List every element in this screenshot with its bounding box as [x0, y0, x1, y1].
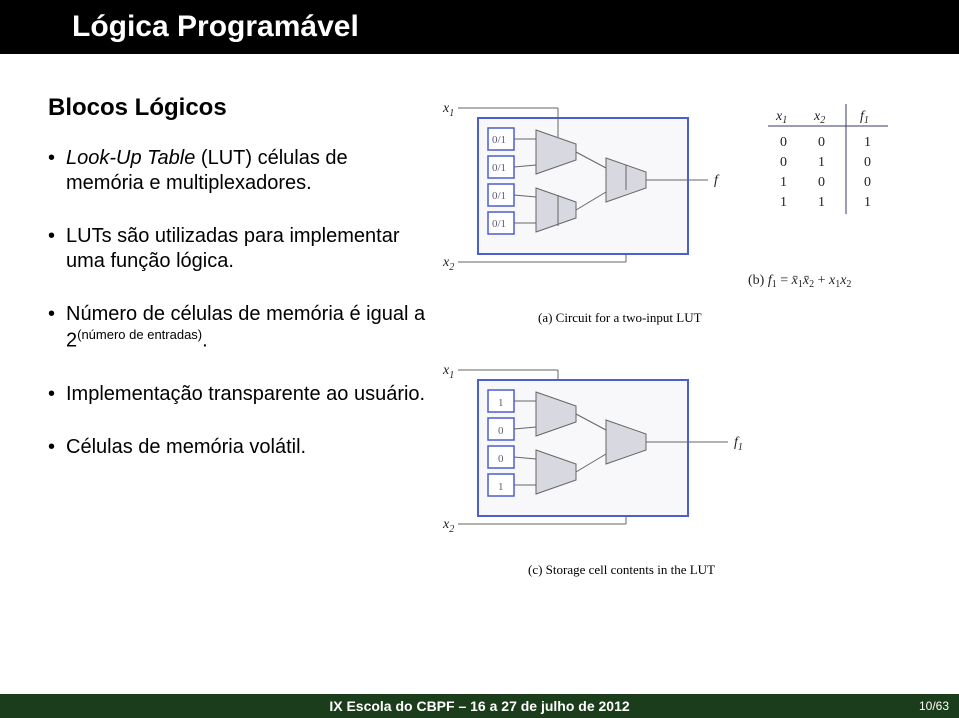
svg-text:x1: x1: [775, 109, 787, 126]
svg-text:0/1: 0/1: [492, 190, 506, 202]
header-bar: Lógica Programável: [0, 0, 959, 54]
figure-c-wrap: x1 x2 1 0 0 1: [438, 356, 959, 578]
caption-c: (c) Storage cell contents in the LUT: [528, 562, 959, 578]
bullet-1-italic: Look-Up Table: [66, 147, 195, 169]
svg-text:f1: f1: [860, 109, 869, 126]
fig-c-x2: x2: [442, 517, 454, 535]
svg-text:0: 0: [780, 155, 787, 170]
figure-c-svg: x1 x2 1 0 0 1: [438, 356, 948, 556]
svg-text:1: 1: [864, 195, 871, 210]
truth-table: x1 x2 f1 0 0 1 0 1 0 1 0 0 1 1 1: [768, 104, 888, 214]
fig-a-x2: x2: [442, 255, 454, 273]
fig-a-output: f: [714, 173, 720, 188]
bullet-list: Look-Up Table (LUT) células de memória e…: [48, 146, 428, 460]
svg-text:(b) f1 = x̄1x̄2 + x1x2: (b) f1 = x̄1x̄2 + x1x2: [748, 273, 851, 290]
bullet-4: Implementação transparente ao usuário.: [48, 382, 428, 407]
figure-a-svg: x1 x2 0/1 0/1 0/1 0/1: [438, 94, 948, 304]
svg-text:0: 0: [864, 175, 871, 190]
svg-text:0/1: 0/1: [492, 134, 506, 146]
svg-text:0: 0: [818, 135, 825, 150]
fig-c-output: f1: [734, 435, 743, 453]
text-column: Blocos Lógicos Look-Up Table (LUT) célul…: [48, 94, 428, 578]
bullet-5: Células de memória volátil.: [48, 435, 428, 460]
bullet-3-dot: .: [202, 330, 208, 352]
section-heading: Blocos Lógicos: [48, 94, 428, 122]
svg-text:1: 1: [780, 175, 787, 190]
svg-text:0: 0: [498, 453, 504, 465]
svg-text:1: 1: [864, 135, 871, 150]
figure-a-row: x1 x2 0/1 0/1 0/1 0/1: [438, 94, 959, 326]
footer-text: IX Escola do CBPF – 16 a 27 de julho de …: [329, 698, 629, 714]
fig-a-x1: x1: [442, 101, 454, 119]
svg-text:0: 0: [818, 175, 825, 190]
svg-text:1: 1: [780, 195, 787, 210]
svg-text:0: 0: [498, 425, 504, 437]
svg-text:x2: x2: [813, 109, 825, 126]
svg-text:0: 0: [864, 155, 871, 170]
figure-column: x1 x2 0/1 0/1 0/1 0/1: [428, 94, 959, 578]
slide-title: Lógica Programável: [72, 10, 359, 44]
svg-text:1: 1: [498, 481, 504, 493]
page-number: 10/63: [919, 699, 949, 713]
svg-text:0: 0: [780, 135, 787, 150]
equation-b: (b) f1 = x̄1x̄2 + x1x2: [748, 273, 851, 290]
content-area: Blocos Lógicos Look-Up Table (LUT) célul…: [0, 54, 959, 578]
bullet-1: Look-Up Table (LUT) células de memória e…: [48, 146, 428, 196]
fig-c-x1: x1: [442, 363, 454, 381]
svg-text:1: 1: [818, 195, 825, 210]
caption-a: (a) Circuit for a two-input LUT: [538, 310, 959, 326]
svg-text:0/1: 0/1: [492, 162, 506, 174]
bullet-3: Número de células de memória é igual a 2…: [48, 302, 428, 354]
svg-text:1: 1: [818, 155, 825, 170]
footer-bar: IX Escola do CBPF – 16 a 27 de julho de …: [0, 694, 959, 718]
bullet-2: LUTs são utilizadas para implementar uma…: [48, 224, 428, 274]
svg-text:1: 1: [498, 397, 504, 409]
svg-text:0/1: 0/1: [492, 218, 506, 230]
bullet-3-sup: (número de entradas): [77, 327, 202, 342]
